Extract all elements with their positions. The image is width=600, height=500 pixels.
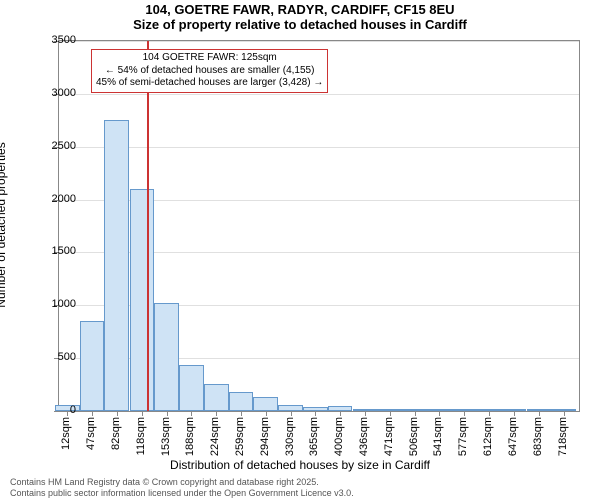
- xtick-label: 612sqm: [482, 417, 494, 456]
- marker-annotation-box: 104 GOETRE FAWR: 125sqm ← 54% of detache…: [91, 49, 328, 93]
- gridline: [59, 147, 579, 148]
- histogram-bar: [253, 397, 278, 411]
- xtick-label: 577sqm: [457, 417, 469, 456]
- xtick-label: 294sqm: [259, 417, 271, 456]
- property-marker-line: [147, 41, 149, 411]
- annotation-line-3: 45% of semi-detached houses are larger (…: [96, 77, 323, 90]
- xtick-label: 153sqm: [160, 417, 172, 456]
- xtick-label: 118sqm: [135, 417, 147, 455]
- ytick-label: 500: [26, 351, 76, 363]
- xtick-label: 506sqm: [408, 417, 420, 456]
- xtick-mark: [266, 411, 267, 416]
- xtick-label: 188sqm: [184, 417, 196, 456]
- histogram-bar: [204, 384, 229, 411]
- xtick-mark: [415, 411, 416, 416]
- plot-area: 104 GOETRE FAWR: 125sqm ← 54% of detache…: [58, 40, 580, 412]
- xtick-label: 82sqm: [110, 417, 122, 450]
- xtick-mark: [514, 411, 515, 416]
- ytick-label: 0: [26, 404, 76, 416]
- ytick-label: 3000: [26, 87, 76, 99]
- xtick-mark: [191, 411, 192, 416]
- xtick-mark: [241, 411, 242, 416]
- histogram-bar: [179, 365, 204, 412]
- histogram-bar: [104, 120, 129, 411]
- xtick-label: 400sqm: [333, 417, 345, 456]
- ytick-label: 2500: [26, 140, 76, 152]
- ytick-label: 1500: [26, 245, 76, 257]
- histogram-bar: [229, 392, 254, 411]
- footer-line-2: Contains public sector information licen…: [10, 488, 354, 498]
- gridline: [59, 94, 579, 95]
- xtick-label: 718sqm: [557, 417, 569, 456]
- histogram-bar: [80, 321, 105, 411]
- gridline: [59, 41, 579, 42]
- ytick-label: 2000: [26, 193, 76, 205]
- histogram-bar: [130, 189, 155, 411]
- xtick-mark: [489, 411, 490, 416]
- footer-attribution: Contains HM Land Registry data © Crown c…: [10, 477, 354, 498]
- xtick-mark: [439, 411, 440, 416]
- xtick-mark: [539, 411, 540, 416]
- xtick-label: 330sqm: [284, 417, 296, 456]
- x-axis-label: Distribution of detached houses by size …: [0, 458, 600, 472]
- xtick-mark: [464, 411, 465, 416]
- xtick-label: 471sqm: [383, 417, 395, 456]
- title-line-2: Size of property relative to detached ho…: [0, 17, 600, 32]
- xtick-mark: [390, 411, 391, 416]
- xtick-label: 683sqm: [532, 417, 544, 456]
- xtick-mark: [92, 411, 93, 416]
- xtick-mark: [340, 411, 341, 416]
- annotation-line-2: ← 54% of detached houses are smaller (4,…: [96, 65, 323, 78]
- xtick-label: 365sqm: [308, 417, 320, 456]
- xtick-label: 259sqm: [234, 417, 246, 456]
- y-axis-label: Number of detached properties: [0, 142, 8, 307]
- xtick-mark: [564, 411, 565, 416]
- annotation-line-1: 104 GOETRE FAWR: 125sqm: [96, 52, 323, 65]
- xtick-mark: [216, 411, 217, 416]
- ytick-label: 1000: [26, 298, 76, 310]
- xtick-mark: [167, 411, 168, 416]
- xtick-label: 647sqm: [507, 417, 519, 456]
- xtick-label: 224sqm: [209, 417, 221, 456]
- histogram-bar: [154, 303, 179, 411]
- xtick-label: 541sqm: [432, 417, 444, 456]
- xtick-label: 47sqm: [85, 417, 97, 450]
- xtick-mark: [117, 411, 118, 416]
- xtick-mark: [315, 411, 316, 416]
- xtick-mark: [365, 411, 366, 416]
- ytick-label: 3500: [26, 34, 76, 46]
- xtick-label: 12sqm: [60, 417, 72, 450]
- footer-line-1: Contains HM Land Registry data © Crown c…: [10, 477, 354, 487]
- xtick-label: 436sqm: [358, 417, 370, 456]
- title-line-1: 104, GOETRE FAWR, RADYR, CARDIFF, CF15 8…: [0, 0, 600, 17]
- chart-container: 104, GOETRE FAWR, RADYR, CARDIFF, CF15 8…: [0, 0, 600, 500]
- xtick-mark: [142, 411, 143, 416]
- xtick-mark: [291, 411, 292, 416]
